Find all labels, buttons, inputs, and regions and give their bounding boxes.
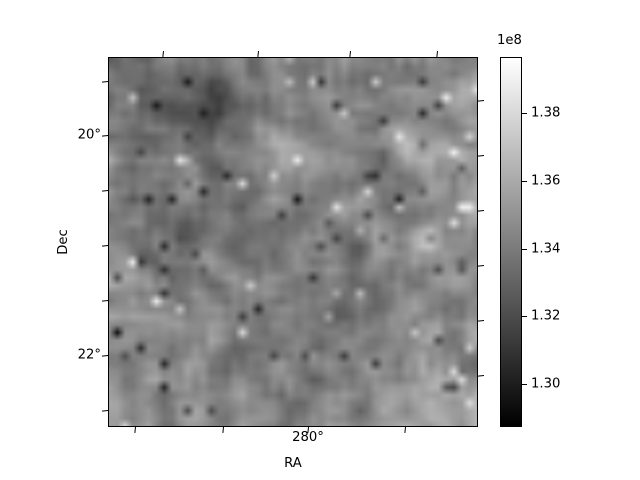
- y-axis-label: Dec: [56, 229, 71, 255]
- y-tick-label-20: 20°: [77, 127, 101, 143]
- colorbar-tick-label-1: 1.36: [531, 173, 561, 189]
- colorbar-tick-0: [522, 113, 527, 115]
- y-tick-right-5: [477, 375, 485, 377]
- y-tick-right-2: [477, 210, 485, 212]
- colorbar-tick-label-4: 1.30: [531, 376, 561, 392]
- colorbar-tick-label-2: 1.34: [531, 241, 561, 257]
- x-tick-bottom-0: [134, 426, 137, 434]
- x-tick-bottom-3: [404, 426, 407, 434]
- y-tick-right-4: [477, 320, 485, 322]
- sky-intensity-heatmap: [109, 58, 477, 426]
- colorbar[interactable]: [500, 57, 522, 427]
- x-tick-bottom-1: [222, 426, 225, 434]
- colorbar-tick-label-0: 1.38: [531, 105, 561, 121]
- x-tick-label-280: 280°: [292, 430, 324, 445]
- y-tick-right-1: [477, 155, 485, 157]
- colorbar-tick-4: [522, 384, 527, 386]
- y-tick-right-0: [477, 100, 485, 102]
- x-axis-label: RA: [284, 456, 302, 471]
- colorbar-tick-2: [522, 249, 527, 251]
- colorbar-offset-text: 1e8: [497, 33, 522, 48]
- y-tick-right-3: [477, 265, 485, 267]
- sky-image-axes[interactable]: [108, 57, 478, 427]
- y-tick-label-22: 22°: [77, 347, 101, 363]
- colorbar-tick-3: [522, 316, 527, 318]
- colorbar-tick-label-3: 1.32: [531, 308, 561, 324]
- colorbar-tick-1: [522, 181, 527, 183]
